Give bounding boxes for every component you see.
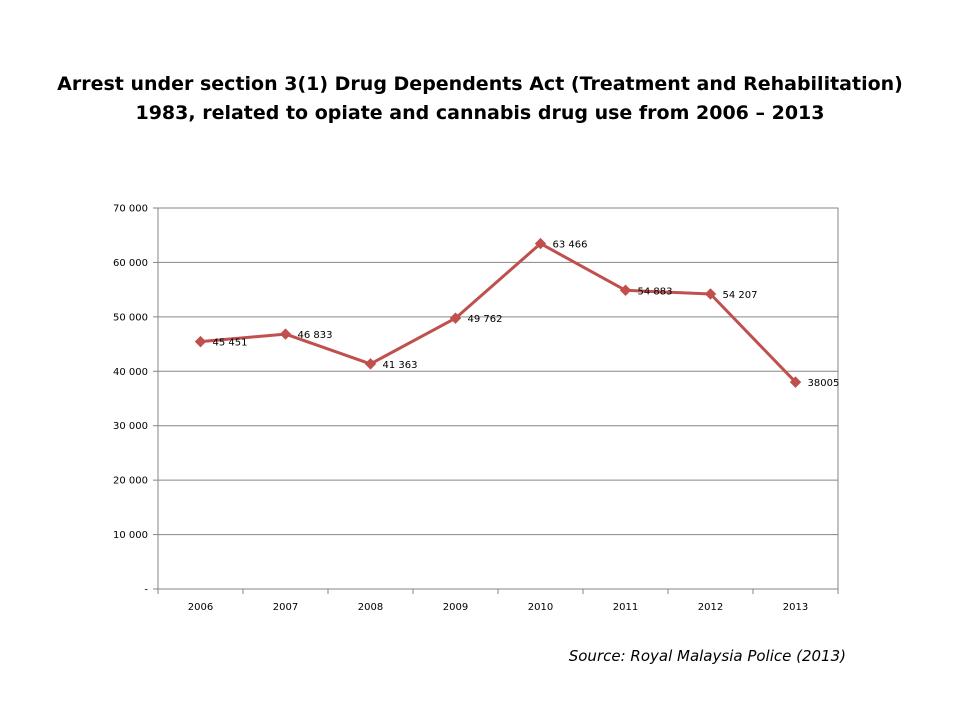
x-tick-label: 2008: [358, 602, 383, 613]
chart-title: Arrest under section 3(1) Drug Dependent…: [0, 70, 960, 128]
data-point-marker: [534, 237, 547, 250]
y-tick-label: 40 000: [113, 367, 148, 378]
x-tick-label: 2006: [188, 602, 213, 613]
data-point-marker: [279, 328, 292, 340]
data-point-marker: [449, 312, 462, 324]
data-point-marker: [704, 288, 717, 300]
data-label: 54 207: [723, 290, 758, 301]
y-tick-label: 10 000: [113, 530, 148, 541]
data-label: 63 466: [553, 240, 588, 251]
x-tick-label: 2011: [613, 602, 638, 613]
y-axis-tick-labels: - 10 000 20 000 30 000 40 000 50 000 60 000 70 …: [113, 204, 148, 596]
data-label: 49 762: [468, 314, 503, 325]
y-tick-label: 20 000: [113, 476, 148, 487]
data-point-marker: [619, 284, 632, 296]
y-tick-label: 30 000: [113, 421, 148, 432]
y-tick-label: 60 000: [113, 258, 148, 269]
y-tick-label: -: [144, 585, 148, 596]
data-label: 41 363: [383, 360, 418, 371]
data-point-marker: [194, 335, 207, 348]
data-label: 46 833: [298, 330, 333, 341]
data-label: 38005: [808, 378, 840, 389]
y-tick-label: 50 000: [113, 312, 148, 323]
data-point-marker: [364, 358, 377, 370]
series-line: [200, 242, 797, 384]
x-tick-label: 2007: [273, 602, 298, 613]
x-tick-label: 2013: [783, 602, 808, 613]
x-tick-label: 2010: [528, 602, 553, 613]
y-tick-label: 70 000: [113, 204, 148, 215]
data-point-markers: [194, 237, 802, 388]
data-labels: 45 451 46 833 41 363 49 762 63 466 54 883 54 2…: [213, 240, 840, 390]
data-label: 54 883: [638, 286, 673, 297]
data-label: 45 451: [213, 338, 248, 349]
x-tick-label: 2009: [443, 602, 468, 613]
source-note: Source: Royal Malaysia Police (2013): [568, 647, 846, 665]
plot-area-border: [157, 207, 839, 590]
x-tick-label: 2012: [698, 602, 723, 613]
chart-title-line-1: Arrest under section 3(1) Drug Dependent…: [57, 73, 903, 95]
x-axis-ticks: [157, 589, 839, 594]
chart-title-line-2: 1983, related to opiate and cannabis dru…: [135, 102, 825, 124]
gridlines: [153, 207, 838, 590]
x-axis-tick-labels: 2006 2007 2008 2009 2010 2011 2012 2013: [188, 602, 808, 613]
data-point-marker: [789, 376, 802, 388]
